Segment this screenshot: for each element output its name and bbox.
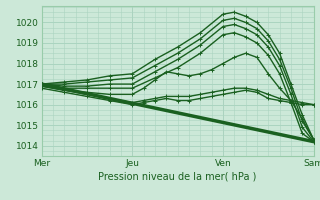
X-axis label: Pression niveau de la mer( hPa ): Pression niveau de la mer( hPa ) [99, 172, 257, 182]
